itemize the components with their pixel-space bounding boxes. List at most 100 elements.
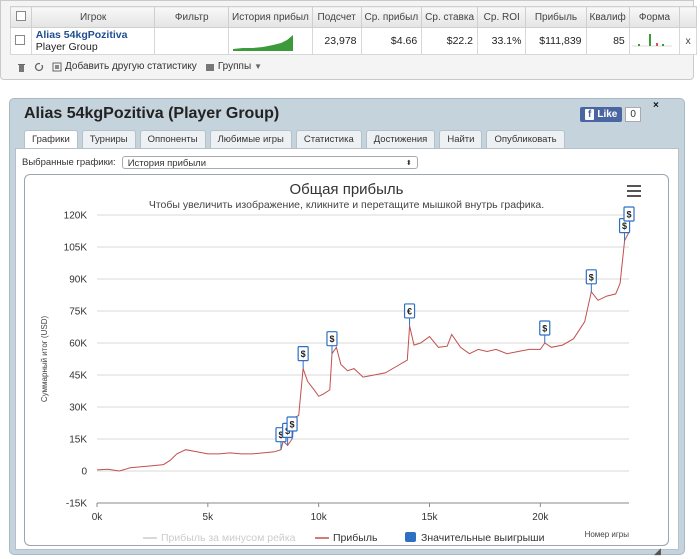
marker-label: $ <box>301 349 306 359</box>
marker-label: $ <box>278 430 283 440</box>
close-icon[interactable]: × <box>653 100 659 111</box>
panel-title: Alias 54kgPozitiva (Player Group) <box>24 105 280 122</box>
header-profit-history[interactable]: История прибыл <box>228 6 313 28</box>
y-tick-label: 30K <box>69 403 87 414</box>
groups-label: Группы <box>217 61 252 72</box>
refresh-icon <box>34 61 44 71</box>
legend-item-net-profit[interactable]: Прибыль за минусом рейка <box>161 532 296 544</box>
big-win-marker[interactable] <box>403 303 416 319</box>
avg-roi-cell: 33.1% <box>477 27 527 55</box>
big-win-marker[interactable] <box>539 320 551 336</box>
facebook-like-button[interactable]: f Like <box>580 107 623 122</box>
chart-svg[interactable]: -15K 0 15K 30K 45K 60K 75K 90K 105K 120K 0k 5k 10k 15… <box>25 175 668 545</box>
marker-label: $ <box>542 324 547 334</box>
header-avg-stake[interactable]: Ср. ставка <box>421 6 479 28</box>
big-win-marker[interactable] <box>326 331 338 347</box>
header-qualification[interactable]: Квалиф <box>585 6 630 28</box>
tab-achievements[interactable]: Достижения <box>365 130 436 148</box>
like-count: 0 <box>625 107 641 122</box>
marker-label: $ <box>290 420 295 430</box>
y-tick-label: 90K <box>69 275 87 286</box>
stats-toolbar: Добавить другую статистику Группы ▼ <box>17 61 262 72</box>
selected-graphs-label: Выбранные графики: <box>22 157 116 168</box>
chart-title: Общая прибыль <box>289 181 404 198</box>
tab-statistics[interactable]: Статистика <box>295 130 362 148</box>
select-all-header[interactable] <box>10 6 32 28</box>
menu-icon[interactable] <box>627 185 641 200</box>
form-sparkline <box>628 27 681 55</box>
tab-tournaments[interactable]: Турниры <box>81 130 136 148</box>
big-win-marker[interactable] <box>585 269 597 285</box>
marker-label: $ <box>329 334 334 344</box>
row-checkbox[interactable] <box>15 34 25 45</box>
x-tick-label: 10k <box>311 512 328 523</box>
trash-icon <box>18 63 25 72</box>
legend-item-big-wins[interactable]: Значительные выигрыши <box>421 532 545 544</box>
filter-cell[interactable] <box>154 27 229 55</box>
tab-opponents[interactable]: Оппоненты <box>139 130 206 148</box>
facebook-icon: f <box>585 109 595 120</box>
tab-favorite-games[interactable]: Любимые игры <box>209 130 292 148</box>
x-tick-label: 0k <box>92 512 104 523</box>
table-row[interactable]: Alias 54kgPozitiva Player Group 23,978 $… <box>10 27 697 55</box>
y-tick-label: 45K <box>69 371 87 382</box>
tab-find[interactable]: Найти <box>439 130 483 148</box>
resize-handle-icon[interactable]: ◢ <box>654 546 661 556</box>
avg-stake-cell: $22.2 <box>421 27 479 55</box>
legend-item-profit[interactable]: Прибыль <box>333 532 378 544</box>
header-profit[interactable]: Прибыль <box>525 6 587 28</box>
y-tick-label: 0 <box>81 467 87 478</box>
form-chart <box>631 33 672 46</box>
profit-series-line[interactable] <box>96 231 630 472</box>
marker-label: $ <box>589 272 594 282</box>
player-cell[interactable]: Alias 54kgPozitiva Player Group <box>30 27 156 55</box>
like-label: Like <box>597 109 618 120</box>
legend-symbol-big-wins <box>405 532 416 542</box>
qualification-cell: 85 <box>585 27 630 55</box>
big-win-marker[interactable] <box>623 206 635 222</box>
tab-content: Выбранные графики: История прибыли ⬍ -15… <box>15 148 679 550</box>
sparkline-chart <box>233 34 293 51</box>
graph-select[interactable]: История прибыли ⬍ <box>121 156 418 169</box>
header-filter[interactable]: Фильтр <box>154 6 229 28</box>
header-count[interactable]: Подсчет <box>311 6 362 28</box>
tab-publish[interactable]: Опубликовать <box>486 130 565 148</box>
y-tick-label: 120K <box>64 211 88 222</box>
y-tick-label: 60K <box>69 339 87 350</box>
big-win-marker[interactable] <box>297 346 309 362</box>
row-checkbox-cell[interactable] <box>10 27 32 55</box>
marker-label: $ <box>622 221 627 231</box>
header-player[interactable]: Игрок <box>30 6 156 28</box>
remove-row-button[interactable]: x <box>679 27 697 55</box>
marker-label: $ <box>626 210 631 220</box>
groups-dropdown[interactable]: Группы ▼ <box>205 61 262 72</box>
add-stats-button[interactable]: Добавить другую статистику <box>52 61 197 72</box>
trash-button[interactable] <box>17 62 26 72</box>
y-tick-label: 15K <box>69 435 87 446</box>
facebook-like[interactable]: f Like 0 <box>580 107 641 122</box>
header-form[interactable]: Форма <box>628 6 681 28</box>
panel-tabs: Графики Турниры Оппоненты Любимые игры С… <box>24 130 565 148</box>
x-axis-label: Номер игры <box>585 530 630 539</box>
add-stats-icon <box>52 62 62 71</box>
graph-select-row: Выбранные графики: История прибыли ⬍ <box>22 156 418 169</box>
select-all-checkbox[interactable] <box>15 10 26 21</box>
player-detail-panel: Alias 54kgPozitiva (Player Group) f Like… <box>9 98 685 555</box>
y-axis-label: Суммарный итог (USD) <box>40 316 49 403</box>
profit-chart[interactable]: -15K 0 15K 30K 45K 60K 75K 90K 105K 120K 0k 5k 10k 15… <box>24 174 669 546</box>
select-arrows-icon: ⬍ <box>405 160 412 167</box>
avg-profit-cell: $4.66 <box>360 27 423 55</box>
header-avg-roi[interactable]: Ср. ROI <box>477 6 527 28</box>
y-tick-label: 75K <box>69 307 87 318</box>
tab-graphs[interactable]: Графики <box>24 130 78 148</box>
chart-subtitle: Чтобы увеличить изображение, кликните и … <box>148 199 545 211</box>
header-avg-profit[interactable]: Ср. прибыл <box>360 6 423 28</box>
sparkline-area <box>233 34 293 51</box>
player-group-label: Player Group <box>35 41 98 53</box>
header-remove <box>679 6 697 28</box>
player-name-link[interactable]: Alias 54kgPozitiva <box>35 29 128 41</box>
big-win-marker[interactable] <box>286 416 298 432</box>
graph-select-value: История прибыли <box>127 158 207 169</box>
x-tick-label: 20k <box>532 512 549 523</box>
refresh-button[interactable] <box>34 61 44 72</box>
